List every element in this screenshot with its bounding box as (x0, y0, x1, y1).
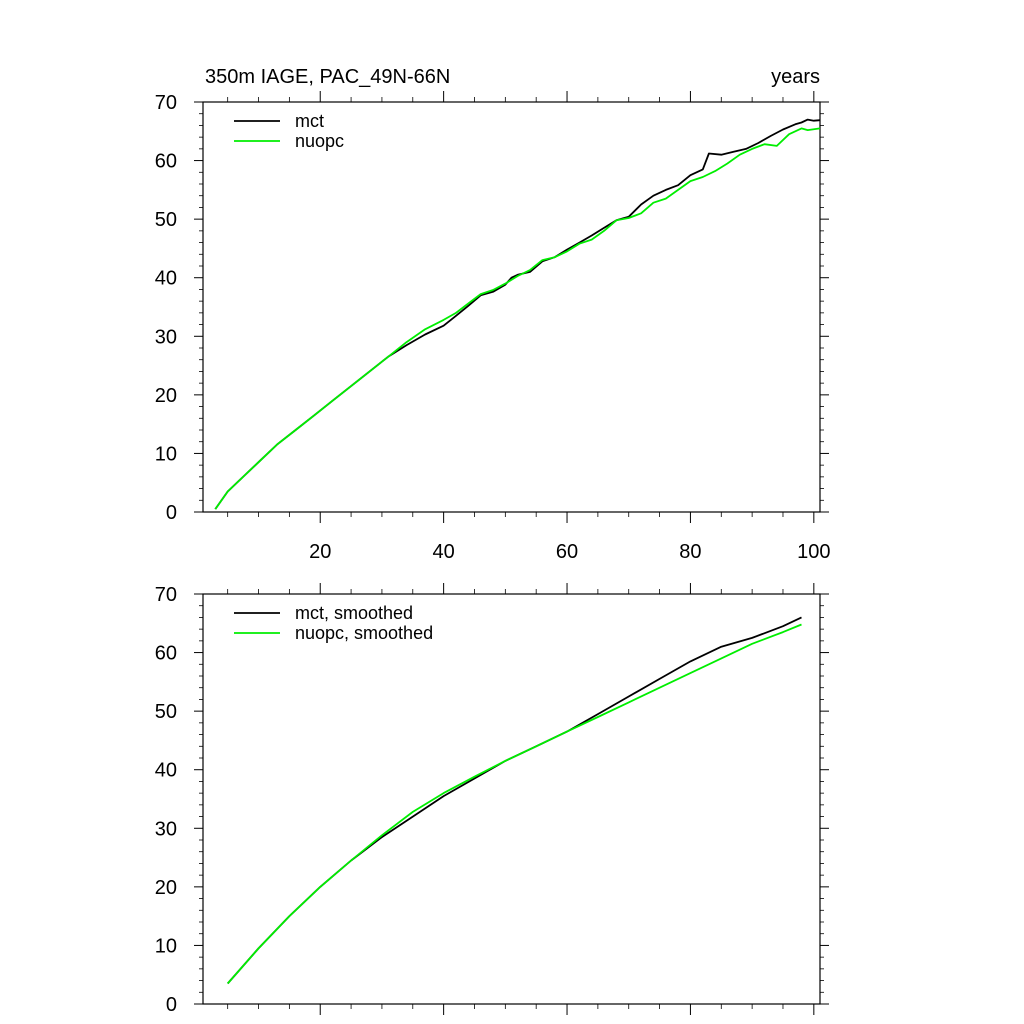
legend-label-0: mct, smoothed (295, 603, 413, 623)
series-line-1 (227, 623, 802, 985)
y-tick-label: 30 (155, 818, 177, 840)
legend-label-0: mct (295, 111, 324, 131)
y-tick-label: 30 (155, 326, 177, 348)
y-tick-label: 10 (155, 935, 177, 957)
legend-label-1: nuopc, smoothed (295, 623, 433, 643)
plot-frame (202, 593, 821, 1005)
y-tick-label: 40 (155, 760, 177, 782)
x-tick-label: 100 (797, 541, 830, 563)
y-tick-label: 0 (166, 994, 177, 1016)
chart-units-label: years (771, 66, 820, 88)
x-tick-label: 40 (433, 541, 455, 563)
y-tick-label: 50 (155, 701, 177, 723)
legend-label-1: nuopc (295, 131, 344, 151)
chart-title: 350m IAGE, PAC_49N-66N (205, 66, 450, 88)
y-tick-label: 70 (155, 584, 177, 606)
x-tick-label: 20 (309, 541, 331, 563)
y-tick-label: 50 (155, 209, 177, 231)
y-tick-label: 0 (166, 502, 177, 524)
top-panel: 350m IAGE, PAC_49N-66N years 0 10 20 30 40 50… (155, 66, 831, 563)
y-tick-label: 60 (155, 151, 177, 173)
x-tick-label: 60 (556, 541, 578, 563)
y-tick-label: 20 (155, 877, 177, 899)
series-line-1 (214, 127, 821, 510)
y-tick-label: 10 (155, 443, 177, 465)
series-line-0 (214, 118, 821, 510)
x-tick-label: 80 (679, 541, 701, 563)
plot-frame (202, 101, 821, 513)
y-tick-label: 60 (155, 643, 177, 665)
series-line-0 (227, 616, 802, 985)
y-tick-label: 40 (155, 268, 177, 290)
y-tick-label: 70 (155, 92, 177, 114)
y-tick-label: 20 (155, 385, 177, 407)
